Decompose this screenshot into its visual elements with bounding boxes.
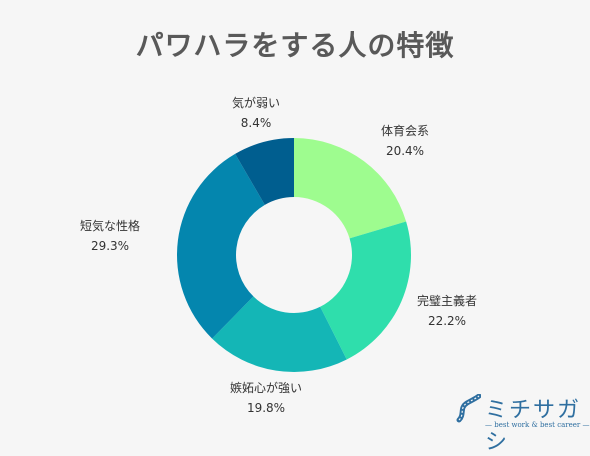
slice-label-value: 29.3% [91,239,129,253]
slice-2 [212,296,347,372]
brand-watermark: ミチサガシ — best work & best career — [455,392,590,455]
slice-label-category: 体育会系 [381,123,429,138]
slices [177,138,412,372]
slice-labels: 体育会系 20.4% 完璧主義者 22.2% 嫉妬心が強い 19.8% 短気な性格 29.3%… [80,95,477,415]
slice-4 [235,138,294,205]
slice-label-value: 22.2% [428,314,466,328]
slice-label-value: 20.4% [386,144,424,158]
slice-3 [177,153,265,339]
donut-chart: 体育会系 20.4% 完璧主義者 22.2% 嫉妬心が強い 19.8% 短気な性格 29.3%… [80,95,477,415]
slice-label-category: 短気な性格 [80,218,140,233]
slice-label-value: 8.4% [241,116,272,130]
slice-label-category: 嫉妬心が強い [230,380,302,395]
slice-label-category: 気が弱い [232,95,280,110]
brand-tagline: — best work & best career — [485,421,590,429]
slice-1 [320,221,412,360]
slice-label-category: 完璧主義者 [417,293,477,308]
slice-label-value: 19.8% [247,401,285,415]
slice-0 [294,138,407,239]
road-logo-icon [456,394,481,423]
chart-title: パワハラをする人の特徴 [135,29,455,62]
